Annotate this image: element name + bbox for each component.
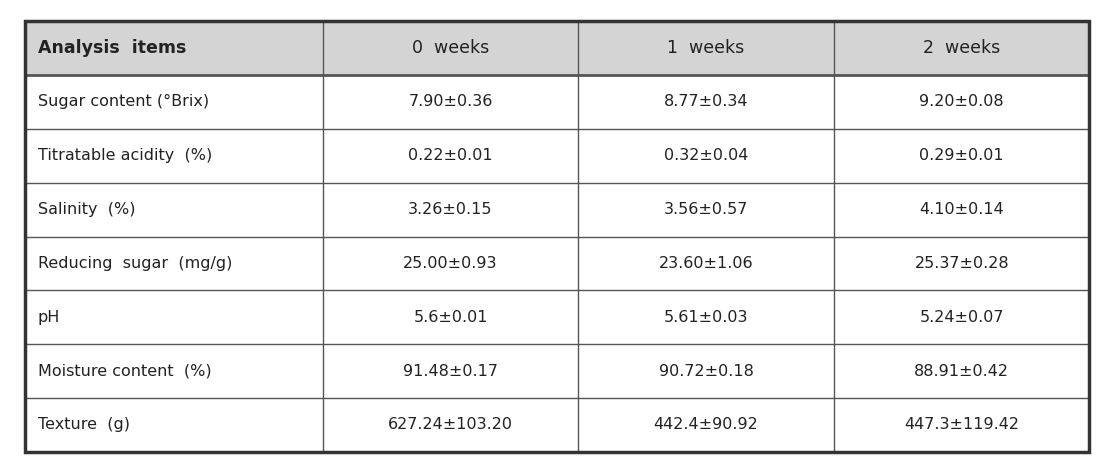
- Bar: [25, 398, 1089, 452]
- Text: 2  weeks: 2 weeks: [924, 39, 1000, 57]
- Text: 88.91±0.42: 88.91±0.42: [915, 364, 1009, 378]
- Text: 3.26±0.15: 3.26±0.15: [408, 202, 492, 217]
- Text: 442.4±90.92: 442.4±90.92: [654, 417, 759, 432]
- Text: 0.22±0.01: 0.22±0.01: [408, 149, 492, 163]
- Text: pH: pH: [38, 310, 60, 324]
- Text: 0.32±0.04: 0.32±0.04: [664, 149, 749, 163]
- Bar: [25, 21, 1089, 75]
- Text: 447.3±119.42: 447.3±119.42: [905, 417, 1019, 432]
- Text: 9.20±0.08: 9.20±0.08: [919, 95, 1004, 109]
- Text: 5.6±0.01: 5.6±0.01: [413, 310, 488, 324]
- Text: Titratable acidity  (%): Titratable acidity (%): [38, 149, 212, 163]
- Bar: [25, 129, 1089, 183]
- Text: 5.24±0.07: 5.24±0.07: [919, 310, 1004, 324]
- Bar: [25, 183, 1089, 236]
- Text: 0  weeks: 0 weeks: [412, 39, 489, 57]
- Text: 25.00±0.93: 25.00±0.93: [403, 256, 498, 271]
- Text: Analysis  items: Analysis items: [38, 39, 186, 57]
- Bar: [25, 75, 1089, 129]
- Text: Texture  (g): Texture (g): [38, 417, 130, 432]
- Text: 25.37±0.28: 25.37±0.28: [915, 256, 1009, 271]
- Text: 3.56±0.57: 3.56±0.57: [664, 202, 749, 217]
- Text: Salinity  (%): Salinity (%): [38, 202, 136, 217]
- Text: 627.24±103.20: 627.24±103.20: [388, 417, 514, 432]
- Text: 5.61±0.03: 5.61±0.03: [664, 310, 749, 324]
- Bar: [25, 236, 1089, 290]
- Bar: [25, 344, 1089, 398]
- Text: Moisture content  (%): Moisture content (%): [38, 364, 212, 378]
- Text: 8.77±0.34: 8.77±0.34: [664, 95, 749, 109]
- Text: 4.10±0.14: 4.10±0.14: [919, 202, 1004, 217]
- Text: Sugar content (°Brix): Sugar content (°Brix): [38, 95, 209, 109]
- Text: 0.29±0.01: 0.29±0.01: [919, 149, 1004, 163]
- Text: 91.48±0.17: 91.48±0.17: [403, 364, 498, 378]
- Text: 90.72±0.18: 90.72±0.18: [658, 364, 753, 378]
- Bar: [25, 290, 1089, 344]
- Text: 23.60±1.06: 23.60±1.06: [658, 256, 753, 271]
- Text: 7.90±0.36: 7.90±0.36: [409, 95, 492, 109]
- Text: Reducing  sugar  (mg/g): Reducing sugar (mg/g): [38, 256, 232, 271]
- Text: 1  weeks: 1 weeks: [667, 39, 745, 57]
